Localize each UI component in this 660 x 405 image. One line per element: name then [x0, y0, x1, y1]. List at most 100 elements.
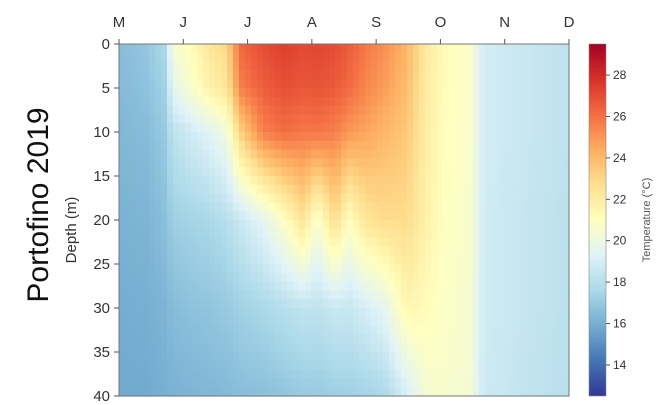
heatmap-cell [491, 158, 498, 168]
heatmap-cell [119, 184, 126, 195]
heatmap-cell [497, 132, 504, 142]
heatmap-cell [137, 272, 144, 283]
heatmap-cell [491, 237, 498, 247]
heatmap-cell [341, 369, 348, 379]
heatmap-cell [419, 123, 426, 133]
heatmap-cell [515, 325, 522, 335]
heatmap-cell [257, 114, 264, 124]
heatmap-cell [119, 281, 126, 291]
heatmap-cell [299, 61, 306, 71]
heatmap-cell [269, 52, 276, 63]
heatmap-cell [335, 79, 342, 89]
heatmap-cell [287, 167, 294, 177]
heatmap-cell [443, 255, 450, 265]
heatmap-cell [401, 132, 408, 142]
heatmap-cell [251, 360, 258, 371]
heatmap-cell [425, 237, 432, 247]
heatmap-cell [359, 325, 366, 335]
heatmap-cell [521, 96, 528, 107]
heatmap-cell [515, 158, 522, 168]
heatmap-cell [551, 167, 558, 177]
heatmap-cell [155, 378, 162, 388]
heatmap-cell [257, 334, 264, 344]
heatmap-cell [221, 211, 228, 221]
heatmap-cell [467, 290, 474, 300]
heatmap-cell [311, 158, 318, 168]
heatmap-cell [191, 264, 198, 274]
heatmap-cell [161, 334, 168, 344]
heatmap-cell [293, 114, 300, 124]
heatmap-cell [299, 132, 306, 142]
heatmap-cell [473, 272, 480, 283]
heatmap-cell [461, 369, 468, 379]
heatmap-cell [173, 316, 180, 327]
heatmap-cell [257, 290, 264, 300]
heatmap-cell [305, 211, 312, 221]
heatmap-cell [479, 246, 486, 256]
heatmap-cell [239, 255, 246, 265]
heatmap-cell [491, 378, 498, 388]
heatmap-cell [125, 264, 132, 274]
heatmap-cell [191, 96, 198, 107]
heatmap-cell [305, 193, 312, 203]
heatmap-cell [329, 299, 336, 309]
heatmap-cell [377, 176, 384, 186]
heatmap-cell [257, 70, 264, 80]
heatmap-cell [131, 149, 138, 159]
heatmap-cell [509, 316, 516, 327]
heatmap-cell [377, 149, 384, 159]
heatmap-cell [131, 96, 138, 107]
heatmap-cell [533, 176, 540, 186]
heatmap-cell [191, 70, 198, 80]
heatmap-cell [449, 96, 456, 107]
heatmap-cell [557, 387, 564, 397]
heatmap-cell [329, 158, 336, 168]
heatmap-cell [395, 290, 402, 300]
colorbar-tick-label: 16 [613, 317, 627, 331]
heatmap-cell [557, 70, 564, 80]
heatmap-cell [461, 193, 468, 203]
heatmap-cell [239, 343, 246, 353]
heatmap-cell [239, 211, 246, 221]
heatmap-cell [335, 387, 342, 397]
heatmap-cell [401, 123, 408, 133]
heatmap-cell [551, 325, 558, 335]
heatmap-cell [515, 184, 522, 195]
heatmap-cell [545, 237, 552, 247]
heatmap-cell [563, 158, 570, 168]
heatmap-cell [473, 88, 480, 98]
heatmap-cell [329, 202, 336, 212]
heatmap-cell [299, 184, 306, 195]
heatmap-cell [239, 290, 246, 300]
heatmap-cell [329, 228, 336, 239]
heatmap-cell [485, 79, 492, 89]
heatmap-cell [551, 281, 558, 291]
heatmap-cell [323, 105, 330, 115]
heatmap-cell [245, 272, 252, 283]
heatmap-cell [305, 378, 312, 388]
heatmap-cell [263, 325, 270, 335]
heatmap-cell [305, 264, 312, 274]
heatmap-cell [263, 176, 270, 186]
heatmap-cell [275, 360, 282, 371]
heatmap-cell [419, 334, 426, 344]
heatmap-cell [233, 360, 240, 371]
heatmap-cell [497, 44, 504, 54]
heatmap-cell [473, 378, 480, 388]
heatmap-cell [395, 246, 402, 256]
heatmap-cell [173, 299, 180, 309]
heatmap-cell [413, 308, 420, 318]
heatmap-cell [311, 255, 318, 265]
heatmap-cell [497, 202, 504, 212]
heatmap-cell [293, 343, 300, 353]
heatmap-cell [167, 123, 174, 133]
heatmap-cell [119, 158, 126, 168]
heatmap-cell [509, 352, 516, 362]
heatmap-cell [563, 176, 570, 186]
heatmap-cell [161, 202, 168, 212]
heatmap-cell [329, 343, 336, 353]
heatmap-cell [539, 96, 546, 107]
heatmap-cell [257, 316, 264, 327]
heatmap-cell [503, 343, 510, 353]
heatmap-cell [419, 237, 426, 247]
